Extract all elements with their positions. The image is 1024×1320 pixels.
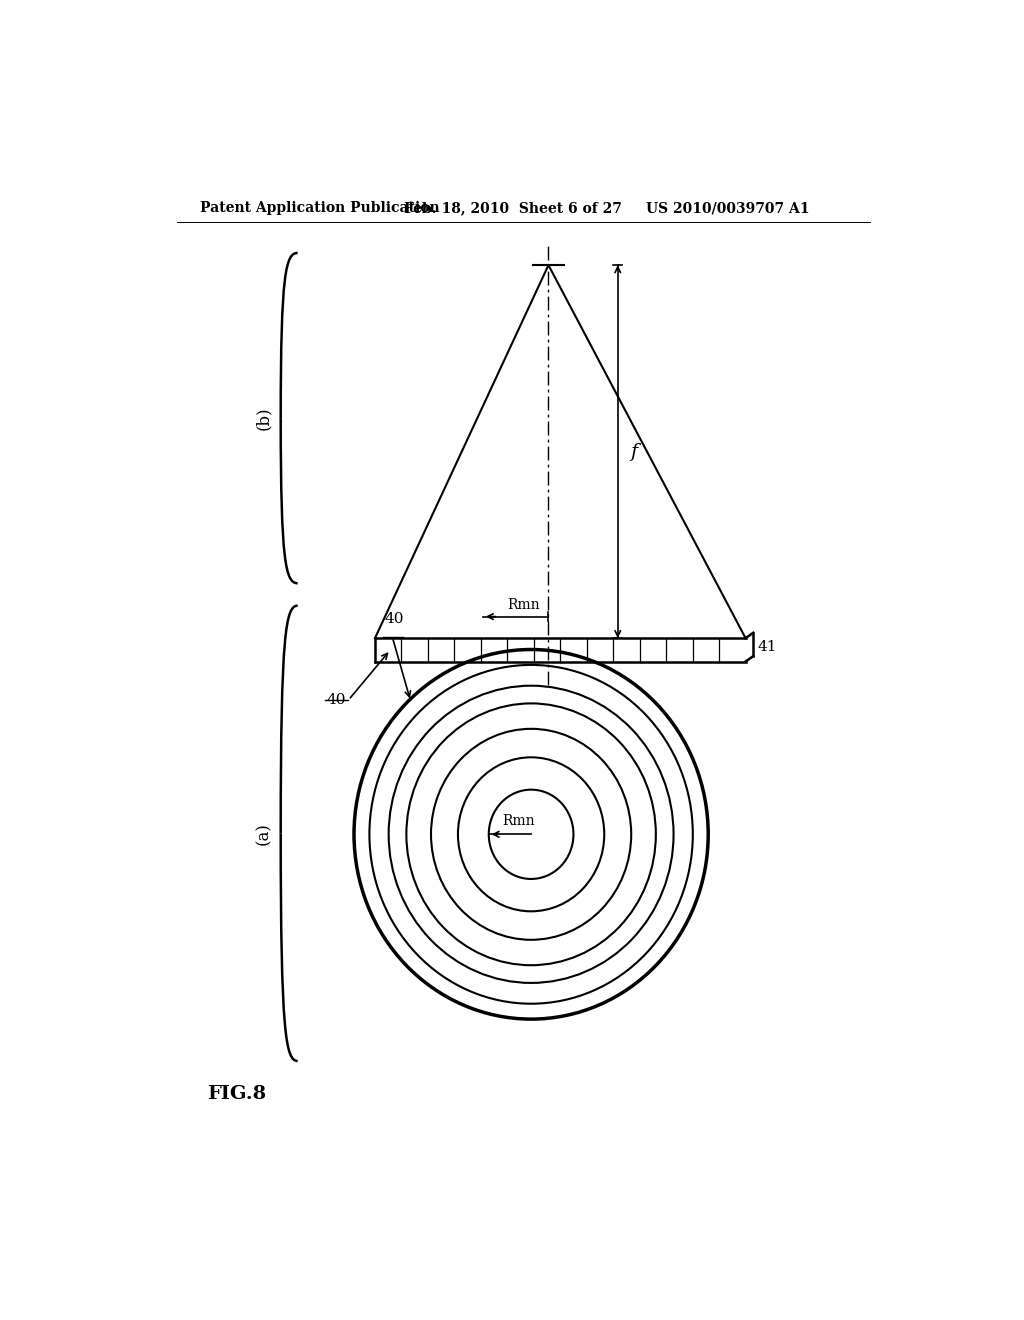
Text: (a): (a): [255, 822, 271, 845]
Text: Rmn: Rmn: [507, 598, 540, 612]
Text: US 2010/0039707 A1: US 2010/0039707 A1: [646, 201, 810, 215]
Text: 40: 40: [385, 612, 404, 627]
Text: Rmn: Rmn: [503, 814, 536, 828]
Text: 40: 40: [327, 693, 346, 708]
Text: 41: 41: [758, 640, 777, 655]
Text: Patent Application Publication: Patent Application Publication: [200, 201, 439, 215]
Text: FIG.8: FIG.8: [208, 1085, 266, 1104]
Text: Feb. 18, 2010  Sheet 6 of 27: Feb. 18, 2010 Sheet 6 of 27: [403, 201, 622, 215]
Text: (b): (b): [255, 407, 271, 430]
Text: f: f: [630, 442, 637, 461]
